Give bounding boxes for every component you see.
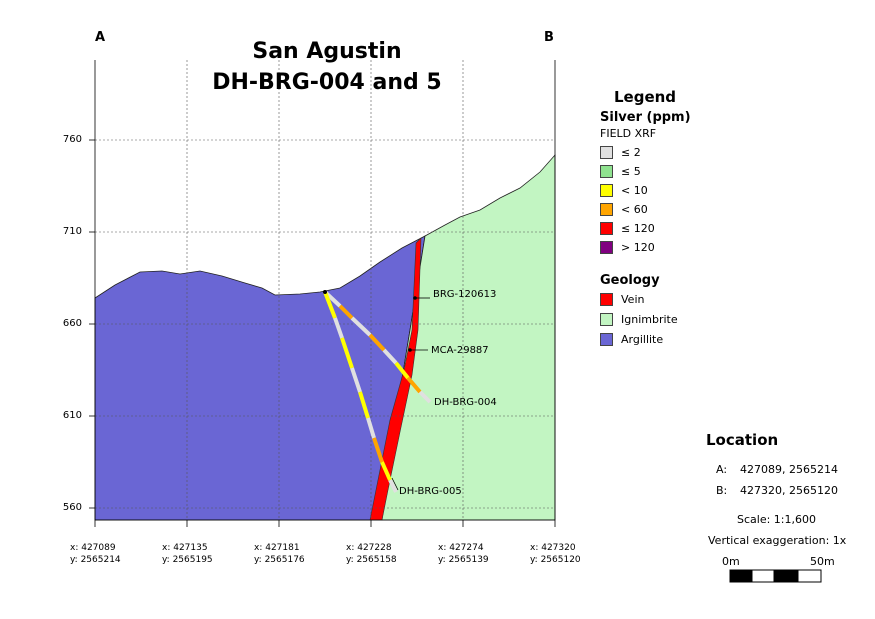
x-tick-label: x: 427228 y: 2565158 [346, 542, 397, 566]
sample-label-mca-29887: MCA-29887 [431, 345, 489, 356]
x-tick-northing: y: 2565158 [346, 555, 397, 565]
legend-label: < 60 [621, 202, 648, 216]
location-a-coords: 427089, 2565214 [740, 463, 838, 476]
legend-swatch [600, 145, 613, 159]
location-b-coords: 427320, 2565120 [740, 484, 838, 497]
y-tick-label: 710 [62, 226, 82, 237]
argillite-unit [94, 235, 426, 521]
legend-swatch [600, 332, 613, 346]
drillhole-label-dh-brg-005: DH-BRG-005 [399, 486, 462, 497]
legend-swatch [600, 221, 613, 235]
sample-marker-mca-29887 [408, 348, 412, 352]
x-tick-label: x: 427320 y: 2565120 [530, 542, 581, 566]
silver-legend-subtitle: FIELD XRF [600, 127, 657, 140]
x-tick-easting: x: 427181 [254, 543, 300, 553]
x-tick-label: x: 427181 y: 2565176 [254, 542, 305, 566]
legend-item-silver-le120: ≤ 120 [600, 220, 760, 236]
legend-item-ignimbrite: Ignimbrite [600, 311, 760, 327]
x-tick-easting: x: 427089 [70, 543, 116, 553]
location-a-label: A: [716, 463, 728, 476]
legend-swatch [600, 312, 613, 326]
legend-label: < 10 [621, 183, 648, 197]
x-tick-label: x: 427089 y: 2565214 [70, 542, 121, 566]
x-tick-northing: y: 2565214 [70, 555, 121, 565]
legend-title: Legend [613, 88, 677, 106]
sample-markers [391, 297, 430, 491]
silver-legend-title: Silver (ppm) [600, 110, 691, 125]
x-tick-easting: x: 427135 [162, 543, 208, 553]
legend-item-argillite: Argillite [600, 331, 760, 347]
y-tick-label: 660 [62, 318, 82, 329]
legend-swatch [600, 292, 613, 306]
x-tick-label: x: 427274 y: 2565139 [438, 542, 489, 566]
x-tick-northing: y: 2565176 [254, 555, 305, 565]
y-tick-label: 610 [62, 410, 82, 421]
y-tick-label: 560 [62, 502, 82, 513]
legend-label: ≤ 5 [621, 164, 641, 178]
x-tick-northing: y: 2565195 [162, 555, 213, 565]
legend-item-silver-le2: ≤ 2 [600, 144, 760, 160]
x-tick-northing: y: 2565120 [530, 555, 581, 565]
x-tick-easting: x: 427228 [346, 543, 392, 553]
legend-item-silver-lt60: < 60 [600, 201, 760, 217]
legend-label: ≤ 120 [621, 221, 655, 235]
map-title: San Agustin DH-BRG-004 and 5 [177, 36, 477, 98]
legend-item-silver-lt10: < 10 [600, 182, 760, 198]
geology-legend-title: Geology [600, 273, 660, 288]
grid-lines [95, 60, 555, 520]
legend-swatch [600, 240, 613, 254]
legend-label: Vein [621, 292, 645, 306]
y-tick-label: 760 [62, 134, 82, 145]
x-tick-easting: x: 427320 [530, 543, 576, 553]
legend-swatch [600, 202, 613, 216]
title-line-1: San Agustin [252, 39, 402, 64]
drillhole-dh-brg-005 [323, 291, 398, 493]
legend-label: > 120 [621, 240, 655, 254]
section-start-label: A [95, 30, 106, 45]
drillhole-label-dh-brg-004: DH-BRG-004 [434, 397, 497, 408]
legend-swatch [600, 183, 613, 197]
vertical-exaggeration-text: Vertical exaggeration: 1x [708, 534, 847, 547]
section-end-label: B [544, 30, 554, 45]
collar-point [323, 290, 327, 294]
legend-item-silver-le5: ≤ 5 [600, 163, 760, 179]
x-tick-easting: x: 427274 [438, 543, 484, 553]
location-title: Location [706, 431, 779, 449]
legend-item-silver-gt120: > 120 [600, 239, 760, 255]
sample-marker-brg-120613 [413, 296, 417, 300]
sample-label-brg-120613: BRG-120613 [433, 289, 497, 300]
legend-swatch [600, 164, 613, 178]
scale-bar-start-label: 0m [722, 555, 740, 568]
scale-bar-end-label: 50m [810, 555, 835, 568]
legend: Legend Silver (ppm) FIELD XRF ≤ 2 ≤ 5 < … [600, 88, 760, 347]
x-tick-northing: y: 2565139 [438, 555, 489, 565]
legend-item-vein: Vein [600, 291, 760, 307]
scale-bar [729, 569, 822, 583]
title-line-2: DH-BRG-004 and 5 [212, 70, 442, 95]
legend-label: Ignimbrite [621, 312, 678, 326]
legend-label: ≤ 2 [621, 145, 641, 159]
scale-text: Scale: 1:1,600 [737, 513, 816, 526]
x-tick-label: x: 427135 y: 2565195 [162, 542, 213, 566]
legend-label: Argillite [621, 332, 664, 346]
location-b-label: B: [716, 484, 728, 497]
axes [89, 60, 556, 527]
